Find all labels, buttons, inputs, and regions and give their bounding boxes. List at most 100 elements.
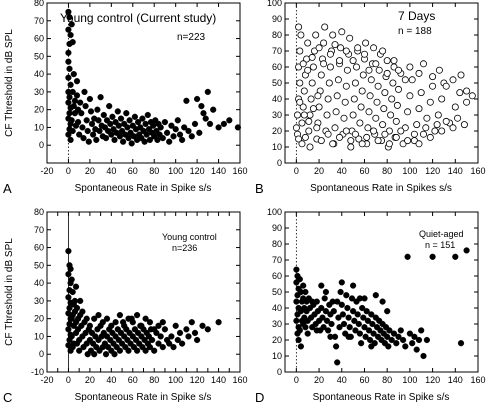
data-point [380, 105, 388, 113]
data-point [342, 82, 350, 90]
data-point [155, 340, 162, 347]
data-point [306, 143, 314, 151]
data-point [183, 97, 190, 104]
data-point [298, 119, 306, 127]
data-point [463, 98, 471, 106]
data-point [383, 57, 391, 65]
panel-c-grid: -20 0 20 40 60 80 100 120 140 160 -10 0 10 20 30 40 50 60… [31, 207, 248, 385]
data-point [65, 131, 72, 138]
data-point [350, 282, 357, 289]
data-point [335, 314, 342, 321]
data-point [358, 340, 365, 347]
data-point [372, 292, 379, 299]
data-point [194, 336, 201, 344]
data-point [359, 304, 366, 312]
data-point [65, 74, 72, 81]
data-point [123, 110, 130, 117]
data-point [305, 117, 313, 125]
data-point [300, 87, 308, 95]
data-point [188, 319, 195, 326]
data-point [324, 95, 332, 103]
data-point [406, 330, 414, 337]
data-point [409, 340, 416, 347]
data-point [434, 111, 442, 119]
data-point [112, 319, 119, 326]
data-point [323, 317, 331, 324]
data-point [347, 143, 355, 151]
data-point [84, 127, 91, 135]
data-point [65, 271, 72, 278]
data-point [392, 117, 400, 125]
data-point [179, 136, 186, 144]
data-point [379, 47, 387, 55]
data-point [95, 117, 102, 124]
data-point [326, 63, 334, 71]
panel-c-n-label: n=236 [172, 243, 197, 253]
data-point [306, 111, 314, 119]
data-point [135, 118, 142, 126]
data-point [337, 288, 344, 296]
x-tick-label: 100 [402, 166, 417, 176]
data-point [188, 133, 195, 140]
data-point [356, 330, 364, 337]
data-point [423, 114, 431, 122]
y-tick-label: 50 [272, 78, 282, 88]
data-point [150, 122, 157, 129]
data-point [296, 327, 303, 334]
data-point [327, 333, 334, 340]
y-tick-label: 30 [272, 110, 282, 120]
data-point [68, 21, 75, 28]
data-point [67, 136, 74, 144]
data-point [100, 111, 107, 119]
data-point [340, 114, 348, 122]
data-point [426, 133, 434, 141]
y-tick-label: 10 [272, 142, 282, 152]
data-point [204, 88, 211, 96]
panel-a-grid: -20 0 20 40 60 80 100 120 140 160 0 10 20 30 40 50 60 70 8… [34, 0, 248, 176]
data-point [423, 336, 431, 344]
data-point [352, 63, 360, 71]
x-tick-label: 160 [232, 166, 247, 176]
data-point [97, 94, 104, 101]
x-tick-label: -20 [40, 375, 53, 385]
data-point [393, 340, 400, 347]
x-tick-label: 80 [149, 166, 159, 176]
y-tick-label: 20 [34, 105, 44, 115]
y-tick-label: 30 [34, 87, 44, 97]
data-point [296, 98, 304, 106]
x-tick-label: 140 [448, 166, 463, 176]
data-point [149, 336, 156, 344]
data-point [345, 333, 352, 340]
data-point [295, 336, 302, 344]
panel-c-xlabel: Spontaneous Rate in Spike s/s [75, 392, 212, 403]
data-point [350, 308, 357, 315]
data-point [404, 253, 411, 260]
data-point [215, 124, 222, 131]
data-point [74, 118, 82, 126]
data-point [344, 304, 351, 312]
data-point [304, 66, 312, 74]
data-point [413, 346, 420, 353]
data-point [415, 69, 423, 77]
panel-a-frame [46, 2, 241, 164]
data-point [426, 98, 434, 106]
data-point [86, 95, 94, 103]
data-point [124, 124, 131, 131]
data-point [321, 23, 329, 31]
data-point [128, 140, 135, 147]
data-point [354, 311, 361, 318]
data-point [346, 34, 354, 42]
panel-c-legend: Young control [162, 232, 217, 242]
data-point [76, 347, 83, 354]
data-point [352, 327, 359, 334]
x-tick-label: 100 [402, 375, 417, 385]
data-point [330, 308, 337, 315]
x-tick-label: 140 [211, 166, 226, 176]
data-point [326, 50, 334, 58]
data-point [379, 121, 387, 129]
data-point [438, 95, 446, 103]
data-point [82, 102, 89, 110]
data-point [166, 138, 173, 145]
x-tick-label: 0 [294, 166, 299, 176]
data-point [86, 322, 94, 329]
